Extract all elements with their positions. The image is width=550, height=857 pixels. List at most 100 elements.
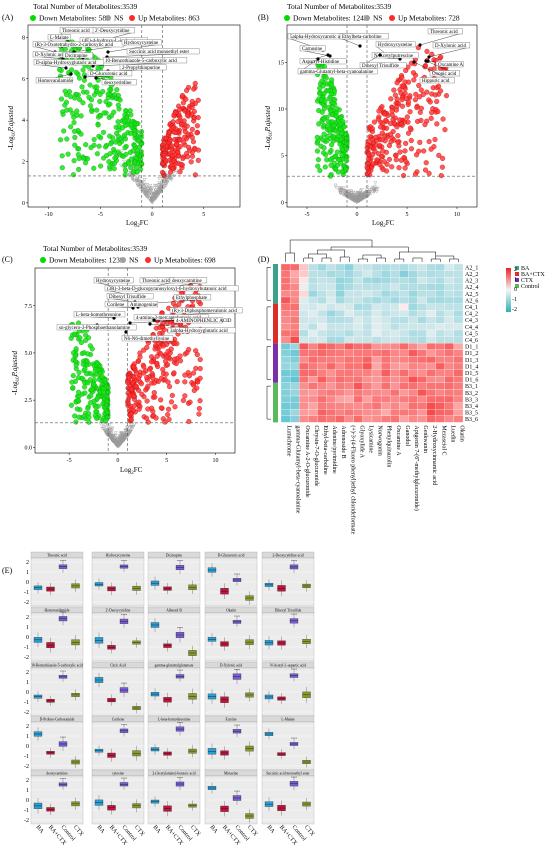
annotation-leader xyxy=(428,46,470,58)
heatmap-cell xyxy=(390,362,400,370)
heatmap-cell xyxy=(308,263,318,271)
up-point xyxy=(388,120,394,127)
down-point xyxy=(68,124,74,130)
annotation-label: Homovanilamide xyxy=(38,79,73,84)
up-point xyxy=(166,416,172,423)
down-point xyxy=(84,358,90,364)
ns-point xyxy=(149,193,154,197)
down-point xyxy=(329,142,335,148)
heatmap-cell xyxy=(289,415,300,423)
up-point xyxy=(165,412,171,418)
panel-label-b: (B) xyxy=(258,13,269,22)
annotation-label: Dicitrapine xyxy=(65,54,88,59)
heatmap-cell xyxy=(399,336,409,344)
down-point xyxy=(96,143,102,149)
down-point xyxy=(315,163,321,169)
annotation-label: Dihexyl Trisulfide xyxy=(109,295,147,300)
heatmap-cell xyxy=(289,376,300,383)
legend-marker xyxy=(40,257,46,263)
down-point xyxy=(332,97,338,103)
down-point xyxy=(138,141,144,147)
heatmap-cell xyxy=(408,277,418,284)
heatmap-cell xyxy=(353,283,364,291)
heatmap-cell xyxy=(335,336,345,344)
ns-point xyxy=(141,184,146,188)
heatmap-cell xyxy=(280,277,291,284)
up-point xyxy=(383,117,389,123)
heatmap-column-label: Apigenin 7-(6''-methylglucuronide) xyxy=(413,425,420,510)
ns-point xyxy=(127,426,132,431)
heatmap-cell xyxy=(399,395,409,403)
up-point xyxy=(424,48,430,54)
up-point xyxy=(160,142,166,148)
heatmap-cell xyxy=(390,270,400,278)
heatmap-cell xyxy=(326,323,336,331)
heatmap-cell xyxy=(426,362,436,370)
heatmap-cell xyxy=(317,415,327,423)
heatmap-cell xyxy=(426,389,436,397)
down-point xyxy=(119,125,126,131)
heatmap-cell xyxy=(435,270,445,278)
ns-point xyxy=(368,190,373,194)
up-point xyxy=(172,404,178,410)
heatmap-cell xyxy=(390,329,400,337)
down-point xyxy=(83,142,89,148)
heatmap-cell xyxy=(335,323,345,331)
heatmap-cell xyxy=(408,395,418,403)
ns-point xyxy=(174,169,179,173)
up-point xyxy=(388,96,394,102)
up-point xyxy=(403,140,409,146)
ns-point xyxy=(106,431,111,435)
down-point xyxy=(96,133,102,139)
heatmap-cell xyxy=(317,382,327,390)
up-point xyxy=(194,123,200,129)
boxplot-y-tick: -2 xyxy=(24,600,29,606)
heatmap-cell xyxy=(299,369,309,377)
heatmap-cell xyxy=(317,362,327,370)
heatmap-cell xyxy=(299,310,309,317)
annotated-point xyxy=(418,43,422,47)
boxplot-y-tick: 0 xyxy=(26,635,29,641)
down-point xyxy=(325,88,331,94)
heatmap-cell xyxy=(380,343,391,350)
row-dendrogram-branch xyxy=(266,306,271,341)
heatmap-cell xyxy=(435,402,445,410)
down-point xyxy=(88,97,94,103)
heatmap-cell xyxy=(435,290,445,298)
up-point xyxy=(436,83,442,89)
legend-marker xyxy=(129,15,135,21)
heatmap-cell xyxy=(344,290,354,298)
heatmap-column-label: Mezaseiol C xyxy=(440,425,446,455)
heatmap-cell xyxy=(317,402,327,410)
boxplot-sig: **** xyxy=(60,610,67,614)
up-point xyxy=(128,417,134,423)
heatmap-cell xyxy=(362,290,373,298)
heatmap-group-bar xyxy=(273,343,278,383)
annotation-box xyxy=(47,34,71,41)
dendrogram-branch xyxy=(321,257,332,262)
heatmap-column-label: Phenylquinazolin xyxy=(386,425,392,467)
ns-point xyxy=(374,190,379,194)
ns-point xyxy=(352,194,357,198)
up-point xyxy=(411,77,417,83)
annotation-label: D-Glucuronic acid xyxy=(90,72,128,77)
up-point xyxy=(380,148,386,154)
annotation-label: Ethylphosphate xyxy=(176,296,208,301)
heatmap-column-label: Oxcamine A-2-O-glucuronide xyxy=(304,425,310,497)
x-tick-label: -10 xyxy=(45,212,53,218)
heatmap-cell xyxy=(362,362,373,370)
heatmap-cell xyxy=(335,395,345,403)
down-point xyxy=(88,371,94,377)
up-point xyxy=(174,379,180,385)
heatmap-cell xyxy=(444,362,455,370)
heatmap-cell xyxy=(408,376,418,383)
heatmap-cell xyxy=(280,296,291,304)
heatmap-cell xyxy=(344,329,354,337)
panel-c-xlabel: Log2FC xyxy=(120,466,143,476)
up-point xyxy=(192,172,198,178)
up-point xyxy=(166,406,172,412)
heatmap-cell xyxy=(390,343,400,350)
down-point xyxy=(107,101,113,107)
annotated-point xyxy=(398,57,402,61)
boxplot-sig: **** xyxy=(177,626,184,630)
